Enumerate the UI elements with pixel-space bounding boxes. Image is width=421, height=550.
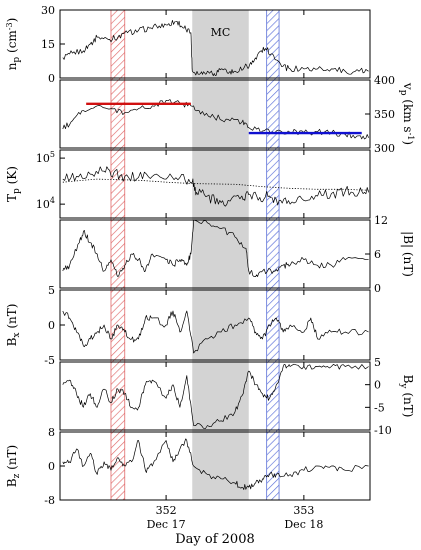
panel-frames [59,9,371,501]
blue-hatch-interval [266,10,280,500]
temperature-series-t-exp [62,178,369,191]
by-y-axis-label: By (nT) [398,375,415,418]
x-tick-date: Dec 18 [284,518,323,531]
density-y-tick-label: 15 [41,38,55,51]
red-hatch-interval [110,10,125,500]
bx-y-axis-label: Bx (nT) [5,304,22,347]
x-tick-label: 353 [293,504,314,517]
by-y-tick-label: -10 [374,424,392,437]
speed-y-tick-label: 400 [374,74,395,87]
mc-annotation: MC [211,26,231,39]
panel-traces [62,19,369,490]
temperature-y-tick-label: 105 [36,150,55,165]
speed-y-tick-label: 350 [374,108,395,121]
by-y-tick-label: 0 [374,379,381,392]
by-panel [59,361,371,431]
bz-y-tick-label: 8 [48,426,55,439]
bz-series-line [62,438,369,490]
field-magnitude-y-tick-label: 12 [374,214,388,227]
density-y-tick-label: 30 [41,4,55,17]
temperature-y-tick-label: 104 [36,196,55,211]
bx-series-line [62,310,369,354]
by-series-line [62,363,369,429]
x-axis-title: Day of 2008 [175,532,255,547]
field-magnitude-y-axis-label: |B| (nT) [401,231,415,277]
temperature-series-t-p [62,166,369,207]
density-series-line [62,19,369,77]
temperature-y-tick-exponent: 4 [50,196,55,205]
by-y-tick-label: 5 [374,356,381,369]
density-y-tick-label: 0 [48,72,55,85]
x-tick-label: 352 [156,504,177,517]
field-magnitude-series-line [62,219,369,278]
temperature-y-tick-exponent: 5 [50,150,55,159]
speed-y-axis-label: vp (km s-1) [398,82,415,145]
density-y-axis-label: np (cm-3) [5,18,22,71]
bx-y-tick-label: -5 [44,354,55,367]
temperature-panel [59,149,371,219]
field-magnitude-y-tick-label: 6 [374,248,381,261]
mc-interval [192,10,249,500]
temperature-y-axis-label: Tp (K) [5,166,22,202]
bz-y-tick-label: -8 [44,494,55,507]
by-y-tick-label: -5 [374,401,385,414]
field-magnitude-y-tick-label: 0 [374,282,381,295]
speed-series-line [62,99,369,140]
bz-y-tick-label: 0 [48,460,55,473]
bx-y-tick-label: 5 [48,284,55,297]
shaded-intervals [110,10,280,500]
bx-y-tick-label: 0 [48,319,55,332]
speed-y-tick-label: 300 [374,142,395,155]
bz-y-axis-label: Bz (nT) [5,445,22,488]
x-tick-date: Dec 17 [147,518,186,531]
